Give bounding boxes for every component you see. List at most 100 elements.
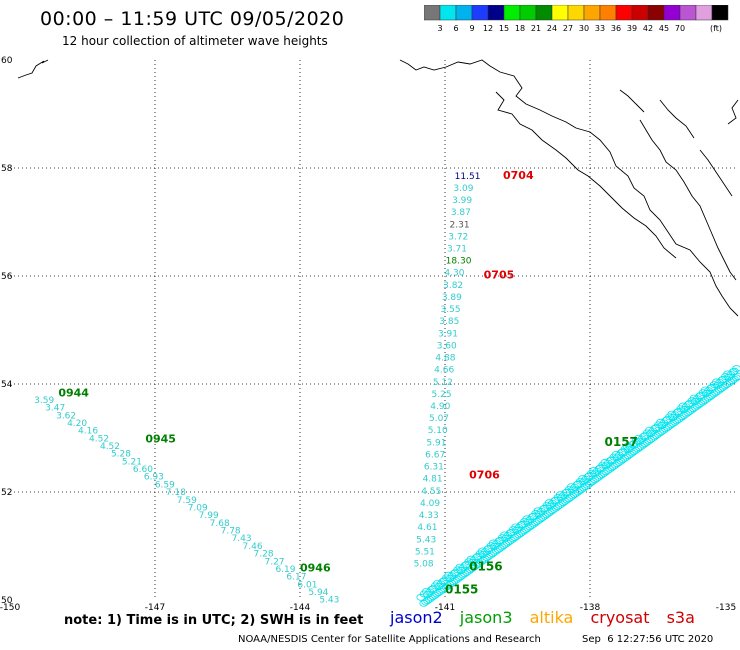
swh-value: 4.33 (419, 511, 439, 521)
swh-value: 6.60 (133, 465, 153, 475)
swh-value: 6.19 (275, 565, 295, 575)
swh-value: 3.71 (447, 244, 467, 254)
coastline-inlets (619, 89, 733, 197)
swh-value: 5.43 (416, 535, 436, 545)
colorbar-swatch (455, 5, 473, 21)
swh-value: 4.20 (67, 419, 87, 429)
swh-value: 4.52 (100, 442, 120, 452)
time-label: 0945 (145, 432, 176, 445)
swh-value: 3.85 (439, 317, 459, 327)
swh-value: 4.52 (89, 434, 109, 444)
swh-value: 5.25 (432, 390, 452, 400)
swh-value: 7.43 (232, 534, 252, 544)
colorbar-label: 6 (453, 24, 458, 33)
swh-value: 5.91 (426, 438, 446, 448)
swh-value: 2.31 (450, 220, 470, 230)
swh-value: 7.27 (264, 557, 284, 567)
lat-tick-label: 58 (1, 164, 13, 174)
swh-value: 5.28 (111, 450, 131, 460)
swh-value: 7.18 (166, 488, 186, 498)
time-label: 0155 (445, 583, 478, 597)
swh-value: 4.88 (435, 354, 455, 364)
colorbar-swatch (439, 5, 457, 21)
swh-value: 5.08 (414, 560, 434, 570)
colorbar-swatch (695, 5, 713, 21)
swh-value: 6.31 (424, 463, 444, 473)
swh-value: 7.78 (221, 527, 241, 537)
lon-tick-label: -144 (290, 603, 311, 613)
swh-value: 3.91 (438, 329, 458, 339)
swh-value: 3.72 (448, 232, 468, 242)
swh-value: 7.68 (210, 519, 230, 529)
colorbar-label: 45 (659, 24, 669, 33)
coastline-east (727, 99, 739, 125)
axis-labels: -150 -147 -144 -141 -138 -135 60 58 56 54 52 50 (0, 56, 736, 613)
colorbar-label: 21 (531, 24, 541, 33)
coastline (17, 59, 739, 317)
lat-tick-label: 50 (1, 596, 13, 606)
colorbar-label: 18 (515, 24, 525, 33)
map-subtitle: 12 hour collection of altimeter wave hei… (62, 34, 328, 48)
swh-value: 4.90 (430, 402, 450, 412)
swh-value: 3.60 (437, 341, 457, 351)
colorbar-label: 36 (611, 24, 621, 33)
swh-value: 4.66 (434, 366, 454, 376)
satellite-altika: altika (529, 608, 574, 627)
colorbar-label: 27 (563, 24, 573, 33)
swh-value: 5.43 (319, 596, 339, 606)
lat-tick-label: 56 (1, 272, 13, 282)
lon-tick-label: -135 (716, 603, 736, 613)
swh-mark (731, 374, 740, 382)
colorbar-swatch (679, 5, 697, 21)
colorbar-label: 33 (595, 24, 605, 33)
colorbar-swatch (535, 5, 553, 21)
coastline-islands (639, 119, 737, 281)
swh-value: 5.10 (428, 426, 448, 436)
colorbar: 3 6 9 12 15 18 21 24 27 30 33 36 39 42 45 70 (ft) (424, 5, 729, 33)
swh-value: 3.59 (34, 396, 54, 406)
note-text: note: 1) Time is in UTC; 2) SWH is in fe… (64, 613, 364, 628)
colorbar-label: 30 (579, 24, 589, 33)
swh-value: 3.47 (45, 404, 65, 414)
map-grid (10, 60, 735, 600)
swh-mark (733, 373, 740, 380)
colorbar-swatch (615, 5, 633, 21)
colorbar-label: 9 (469, 24, 474, 33)
swh-mark (732, 365, 740, 372)
colorbar-label: 70 (675, 24, 685, 33)
footer-credit: NOAA/NESDIS Center for Satellite Applica… (238, 634, 541, 645)
swh-value: 6.59 (155, 480, 175, 490)
swh-value: 11.51 (455, 172, 481, 182)
lat-tick-label: 54 (1, 380, 13, 390)
swh-value: 5.21 (122, 457, 142, 467)
colorbar-label: 3 (437, 24, 442, 33)
colorbar-swatch (487, 5, 505, 21)
satellite-cryosat: cryosat (590, 608, 650, 627)
time-label: 0946 (300, 561, 331, 574)
track-west: 3.593.473.624.204.164.524.525.285.216.60… (34, 386, 339, 605)
time-label: 0157 (605, 435, 638, 449)
swh-value: 3.87 (451, 208, 471, 218)
lat-tick-label: 52 (1, 488, 12, 498)
colorbar-swatch (519, 5, 537, 21)
colorbar-swatch (424, 5, 441, 21)
lon-tick-label: -147 (145, 603, 165, 613)
lon-tick-label: -141 (435, 603, 455, 613)
time-label: 0944 (58, 386, 89, 399)
colorbar-swatch (471, 5, 489, 21)
colorbar-swatch (583, 5, 601, 21)
footer-timestamp: Sep 6 12:27:56 UTC 2020 (582, 634, 714, 645)
lon-tick-label: -138 (580, 603, 601, 613)
swh-value: 7.46 (243, 542, 263, 552)
swh-value: 4.30 (444, 269, 464, 279)
swh-value: 5.94 (308, 588, 328, 598)
swh-value: 3.55 (441, 305, 461, 315)
time-label: 0705 (484, 269, 515, 282)
swh-value: 6.01 (297, 580, 317, 590)
colorbar-swatch (711, 5, 729, 21)
colorbar-label: 39 (627, 24, 637, 33)
coastline-mainland (399, 59, 739, 317)
swh-value: 3.62 (56, 411, 76, 421)
swh-value: 3.09 (453, 184, 473, 194)
